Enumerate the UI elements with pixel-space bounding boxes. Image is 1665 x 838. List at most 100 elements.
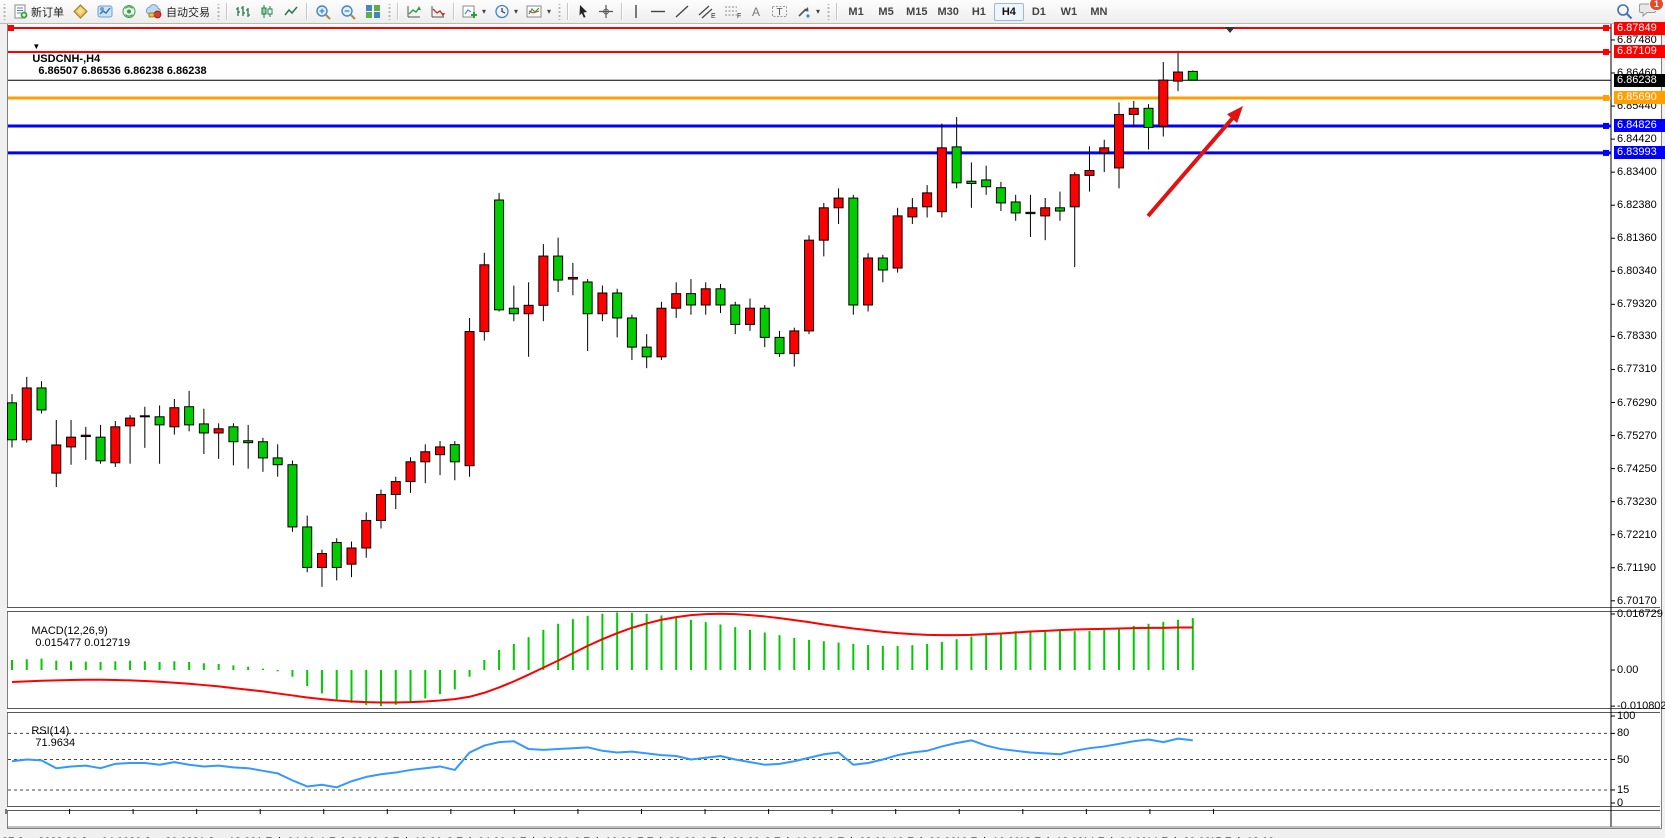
candle[interactable] (804, 239, 815, 332)
time-axis-label[interactable]: 14 Feb 20:00 (1146, 836, 1211, 838)
zoom-out-button[interactable] (336, 1, 361, 22)
candle[interactable] (169, 407, 180, 428)
time-axis-label[interactable]: 30 Jan 04:00 (66, 836, 130, 838)
candle[interactable] (110, 426, 121, 464)
cursor-tool-button[interactable] (572, 1, 594, 22)
candle[interactable] (1099, 147, 1110, 154)
candle[interactable] (272, 457, 283, 466)
time-axis-label[interactable]: 27 Jan 2023 (2, 836, 63, 838)
candle[interactable] (523, 304, 534, 315)
timeframe-button-h4[interactable]: H4 (993, 2, 1024, 21)
candle[interactable] (287, 464, 298, 528)
signals-button[interactable] (117, 1, 141, 22)
candle[interactable] (7, 402, 17, 441)
candle[interactable] (567, 276, 578, 280)
candle[interactable] (656, 307, 667, 358)
notifications-button[interactable]: 1 (1639, 0, 1664, 21)
candle[interactable] (66, 436, 77, 448)
candle[interactable] (36, 387, 47, 411)
search-icon[interactable] (1616, 3, 1633, 20)
time-axis-label[interactable]: 9 Feb 08:00 (828, 836, 887, 838)
time-axis-label[interactable]: 13 Feb 12:00 (1019, 836, 1084, 838)
candle[interactable] (1143, 107, 1154, 128)
arrows-tool-button[interactable]: ▾ (792, 1, 824, 22)
line-chart-mode-button[interactable] (279, 1, 303, 22)
price-line-badge[interactable]: 6.83993 (1614, 146, 1665, 160)
time-axis-label[interactable]: 1 Feb 04:00 (256, 836, 315, 838)
timeframe-button-m1[interactable]: M1 (848, 5, 864, 18)
horizontal-line-tool-button[interactable] (646, 1, 670, 22)
candle[interactable] (553, 255, 564, 281)
candle[interactable] (863, 257, 874, 306)
indicator-down-button[interactable] (426, 1, 450, 22)
time-axis-label[interactable]: 6 Feb 16:00 (574, 836, 633, 838)
candle[interactable] (449, 444, 460, 463)
bar-chart-mode-button[interactable] (231, 1, 255, 22)
time-axis-label[interactable]: 1 Feb 20:00 (320, 836, 379, 838)
candle[interactable] (316, 552, 327, 568)
candle[interactable] (257, 441, 268, 459)
zoom-in-button[interactable] (311, 1, 336, 22)
candle[interactable] (597, 292, 608, 315)
candle[interactable] (1114, 113, 1124, 169)
time-axis-label[interactable]: 3 Feb 04:00 (447, 836, 506, 838)
candle[interactable] (464, 331, 475, 467)
timeframe-button-mn[interactable]: MN (1090, 5, 1108, 18)
candle[interactable] (1128, 107, 1139, 115)
candle[interactable] (833, 197, 844, 209)
candle[interactable] (685, 293, 696, 306)
candle[interactable] (1010, 201, 1021, 214)
candle[interactable] (626, 317, 637, 348)
candle[interactable] (331, 541, 342, 568)
candle[interactable] (139, 415, 150, 418)
time-axis-label[interactable]: 8 Feb 16:00 (765, 836, 824, 838)
candle[interactable] (671, 293, 682, 309)
candle[interactable] (1173, 71, 1184, 82)
candle[interactable] (1040, 207, 1051, 217)
candle[interactable] (243, 440, 254, 444)
candle[interactable] (479, 264, 490, 333)
candle[interactable] (125, 417, 136, 427)
candle[interactable] (951, 146, 962, 184)
candle[interactable] (877, 257, 888, 271)
indicator-up-button[interactable] (402, 1, 426, 22)
equidistant-channel-tool-button[interactable]: E (694, 1, 720, 22)
text-tool-button[interactable]: A (746, 1, 767, 22)
timeframe-button-d1[interactable]: D1 (1031, 5, 1046, 18)
candle[interactable] (51, 444, 62, 474)
timeframe-button-w1[interactable]: W1 (1060, 5, 1078, 18)
time-axis-label[interactable]: 30 Jan 20:00 (129, 836, 193, 838)
toolbar-grip[interactable] (557, 3, 563, 20)
time-axis-label[interactable]: 7 Feb 08:00 (638, 836, 697, 838)
price-line-badge[interactable]: 6.85690 (1614, 91, 1665, 105)
market-depth-button[interactable] (93, 1, 117, 22)
candle[interactable] (907, 207, 918, 218)
text-label-tool-button[interactable]: T (767, 1, 792, 22)
new-order-button[interactable]: 新订单 (9, 1, 68, 22)
candle[interactable] (848, 197, 859, 306)
toolbar-grip[interactable] (2, 3, 7, 20)
collapse-marker-icon[interactable]: ▼ (32, 42, 41, 51)
candle[interactable] (818, 207, 829, 241)
time-axis-label[interactable]: 8 Feb 00:00 (701, 836, 760, 838)
time-axis-label[interactable]: 2 Feb 12:00 (383, 836, 442, 838)
candle[interactable] (641, 346, 652, 358)
candle[interactable] (995, 187, 1006, 204)
candle[interactable] (198, 423, 209, 434)
crosshair-tool-button[interactable] (594, 1, 618, 22)
candle[interactable] (1084, 170, 1095, 176)
toolbar-grip[interactable] (216, 3, 221, 20)
candle[interactable] (730, 304, 741, 325)
time-axis-label[interactable]: 10 Feb 00:00 (892, 836, 957, 838)
candle[interactable] (508, 307, 519, 315)
time-axis-label[interactable]: 6 Feb 00:00 (510, 836, 569, 838)
trendline-tool-button[interactable] (670, 1, 694, 22)
candle[interactable] (774, 336, 785, 355)
candle[interactable] (21, 387, 32, 441)
candle[interactable] (538, 255, 549, 306)
time-axis-label[interactable]: 14 Feb 04:00 (1082, 836, 1147, 838)
candle[interactable] (1025, 211, 1036, 215)
candle[interactable] (1069, 174, 1080, 208)
macd-rsi-splitter[interactable] (7, 708, 1660, 713)
candle[interactable] (154, 416, 165, 426)
